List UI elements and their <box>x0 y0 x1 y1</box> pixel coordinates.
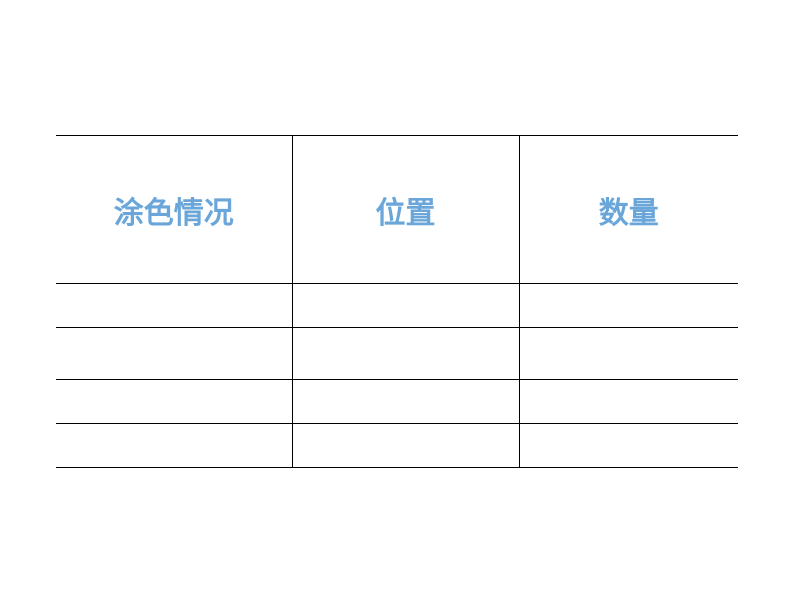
data-table-container: 涂色情况 位置 数量 <box>56 135 738 468</box>
data-table: 涂色情况 位置 数量 <box>56 135 738 468</box>
column-header-position: 位置 <box>292 136 519 284</box>
table-row <box>56 424 738 468</box>
table-cell <box>56 380 292 424</box>
table-header-row: 涂色情况 位置 数量 <box>56 136 738 284</box>
column-header-quantity: 数量 <box>519 136 738 284</box>
table-cell <box>519 424 738 468</box>
table-cell <box>519 380 738 424</box>
table-cell <box>519 328 738 380</box>
table-cell <box>292 424 519 468</box>
table-row <box>56 380 738 424</box>
table-cell <box>56 424 292 468</box>
table-cell <box>56 284 292 328</box>
table-cell <box>292 380 519 424</box>
table-cell <box>519 284 738 328</box>
column-header-coloring: 涂色情况 <box>56 136 292 284</box>
table-cell <box>56 328 292 380</box>
table-cell <box>292 284 519 328</box>
table-row <box>56 328 738 380</box>
table-row <box>56 284 738 328</box>
table-cell <box>292 328 519 380</box>
